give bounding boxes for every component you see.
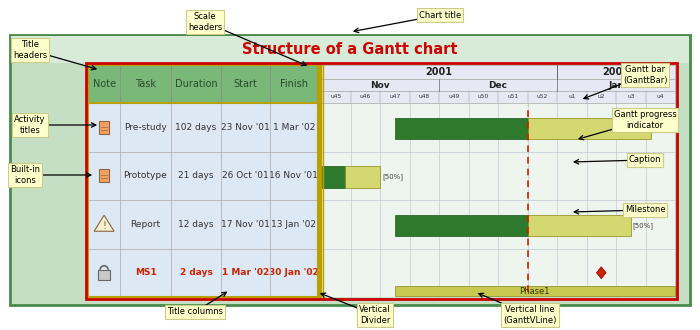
Bar (86, 63, 677, 299)
Text: u1: u1 (568, 94, 575, 100)
Text: 102 days: 102 days (176, 123, 217, 132)
Text: Title columns: Title columns (167, 308, 223, 316)
Text: Activity
titles: Activity titles (14, 115, 46, 135)
Text: u47: u47 (389, 94, 400, 100)
Bar (528, 117, 652, 139)
Text: MS1: MS1 (134, 268, 156, 277)
Text: !: ! (102, 221, 106, 231)
Text: u51: u51 (508, 94, 518, 100)
Bar (321, 65, 675, 297)
Text: Built-in
icons: Built-in icons (10, 165, 40, 185)
Text: Gantt progress
indicator: Gantt progress indicator (614, 110, 676, 130)
Text: Finish: Finish (280, 79, 308, 89)
Text: Task: Task (135, 79, 156, 89)
Text: Duration: Duration (175, 79, 218, 89)
Text: 2001: 2001 (426, 67, 452, 77)
Text: 30 Jan '02: 30 Jan '02 (269, 268, 318, 277)
Text: u49: u49 (448, 94, 459, 100)
Text: u46: u46 (360, 94, 371, 100)
Text: Vertical line
(GanttVLine): Vertical line (GanttVLine) (503, 305, 556, 325)
Text: [50%]: [50%] (653, 125, 674, 132)
Text: u52: u52 (537, 94, 548, 100)
Bar (321, 65, 675, 79)
Bar (88, 103, 318, 297)
Text: 23 Nov '01: 23 Nov '01 (221, 123, 270, 132)
Text: 2 days: 2 days (180, 268, 213, 277)
Text: Scale
headers: Scale headers (188, 12, 222, 32)
Text: [50%]: [50%] (382, 174, 403, 180)
Text: Start: Start (234, 79, 258, 89)
Bar (99, 121, 109, 134)
Text: Jan: Jan (608, 81, 624, 89)
Text: 2002: 2002 (603, 67, 629, 77)
Text: Vertical
Divider: Vertical Divider (359, 305, 391, 325)
Text: [50%]: [50%] (633, 222, 654, 229)
Polygon shape (94, 215, 114, 231)
Bar (88, 65, 318, 103)
Text: 1 Mar '02: 1 Mar '02 (222, 268, 270, 277)
Text: Report: Report (130, 220, 160, 229)
Bar (395, 286, 675, 296)
Bar (395, 117, 528, 139)
Bar (88, 65, 318, 103)
Text: u2: u2 (598, 94, 605, 100)
Text: Prototype: Prototype (124, 171, 167, 180)
Text: u50: u50 (477, 94, 489, 100)
Text: Gantt bar
(GanttBar): Gantt bar (GanttBar) (623, 65, 667, 85)
Bar (321, 166, 344, 188)
Text: 26 Oct '01: 26 Oct '01 (222, 171, 269, 180)
Text: u48: u48 (419, 94, 430, 100)
Text: Note: Note (92, 79, 116, 89)
Bar (321, 79, 675, 91)
Text: u4: u4 (657, 94, 664, 100)
Text: Chart title: Chart title (419, 11, 461, 19)
Text: Pre-study: Pre-study (124, 123, 167, 132)
Text: Caption: Caption (629, 155, 662, 164)
Text: Nov: Nov (370, 81, 390, 89)
Bar (11, 36, 689, 63)
Text: Dec: Dec (489, 81, 508, 89)
Bar (395, 214, 528, 236)
Bar (528, 214, 631, 236)
Polygon shape (596, 267, 606, 279)
Text: u45: u45 (330, 94, 342, 100)
Bar (10, 35, 690, 305)
Text: 13 Jan '02: 13 Jan '02 (272, 220, 316, 229)
Text: 17 Nov '01: 17 Nov '01 (221, 220, 270, 229)
Bar (88, 65, 318, 297)
Text: Title
headers: Title headers (13, 40, 47, 60)
Text: Milestone: Milestone (624, 206, 665, 214)
Text: 16 Nov '01: 16 Nov '01 (270, 171, 318, 180)
Bar (344, 166, 380, 188)
Text: u3: u3 (627, 94, 634, 100)
Text: Phase1: Phase1 (519, 286, 550, 295)
Text: 12 days: 12 days (178, 220, 214, 229)
Text: 21 days: 21 days (178, 171, 214, 180)
Bar (321, 91, 675, 103)
Text: 1 Mar '02: 1 Mar '02 (273, 123, 315, 132)
Bar (98, 270, 110, 280)
Text: Structure of a Gantt chart: Structure of a Gantt chart (242, 42, 458, 56)
Bar (99, 169, 109, 182)
